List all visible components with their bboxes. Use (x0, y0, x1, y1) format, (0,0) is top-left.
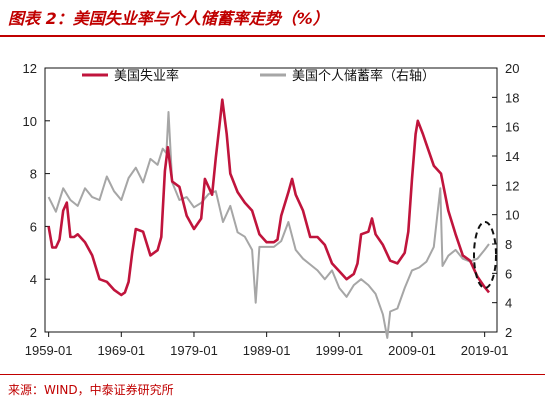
line-chart: 2 4 6 8 10 12 2 4 6 8 10 12 14 16 18 20 1959-01 1969-01 19… (23, 61, 520, 358)
legend-label-0: 美国失业率 (114, 68, 179, 84)
plot-frame (44, 67, 498, 333)
y-right-tick-label: 12 (505, 178, 519, 193)
series-line-1 (47, 111, 490, 339)
x-tick-label: 1999-01 (315, 343, 363, 358)
y-right-tick-label: 10 (505, 208, 519, 223)
y-right-tick-label: 14 (505, 149, 519, 164)
x-tick-label: 1989-01 (243, 343, 291, 358)
y-right-tick-label: 20 (505, 61, 519, 76)
legend-label-1: 美国个人储蓄率（右轴） (292, 68, 435, 84)
y-left-tick-label: 4 (30, 272, 37, 287)
title-rule (0, 35, 545, 37)
legend: 美国失业率 美国个人储蓄率（右轴） (82, 68, 435, 84)
y-right-tick-label: 4 (505, 296, 512, 311)
axes: 2 4 6 8 10 12 2 4 6 8 10 12 14 16 18 20 1959-01 1969-01 19… (23, 61, 520, 358)
y-right-tick-label: 16 (505, 120, 519, 135)
y-right-tick-label: 18 (505, 90, 519, 105)
y-right-tick-label: 6 (505, 266, 512, 281)
y-left-tick-label: 2 (30, 325, 37, 340)
highlight-ellipse (473, 221, 497, 289)
plot-area (47, 98, 491, 339)
figure-title: 图表 2：美国失业率与个人储蓄率走势（%） (8, 9, 329, 28)
y-left-tick-label: 10 (23, 114, 37, 129)
x-tick-label: 1979-01 (170, 343, 218, 358)
x-tick-label: 1959-01 (25, 343, 73, 358)
y-left-tick-label: 12 (23, 61, 37, 76)
y-right-tick-label: 8 (505, 237, 512, 252)
x-tick-label: 1969-01 (97, 343, 145, 358)
series-line-0 (47, 98, 491, 297)
y-left-tick-label: 6 (30, 219, 37, 234)
source-note: 来源：WIND，中泰证券研究所 (8, 383, 174, 397)
source-rule (0, 374, 545, 375)
x-tick-label: 2009-01 (388, 343, 436, 358)
x-tick-label: 2019-01 (461, 343, 509, 358)
y-right-tick-label: 2 (505, 325, 512, 340)
y-left-tick-label: 8 (30, 167, 37, 182)
